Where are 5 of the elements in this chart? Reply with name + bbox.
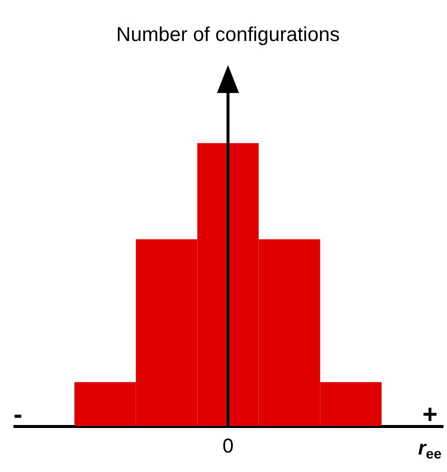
text: + [422, 399, 438, 429]
text: - [14, 399, 22, 429]
x-axis-title: r$_{ee}$ [418, 438, 442, 462]
y-axis-title: Number of configurations [116, 24, 340, 46]
x-tick-label: 0 [222, 436, 234, 458]
